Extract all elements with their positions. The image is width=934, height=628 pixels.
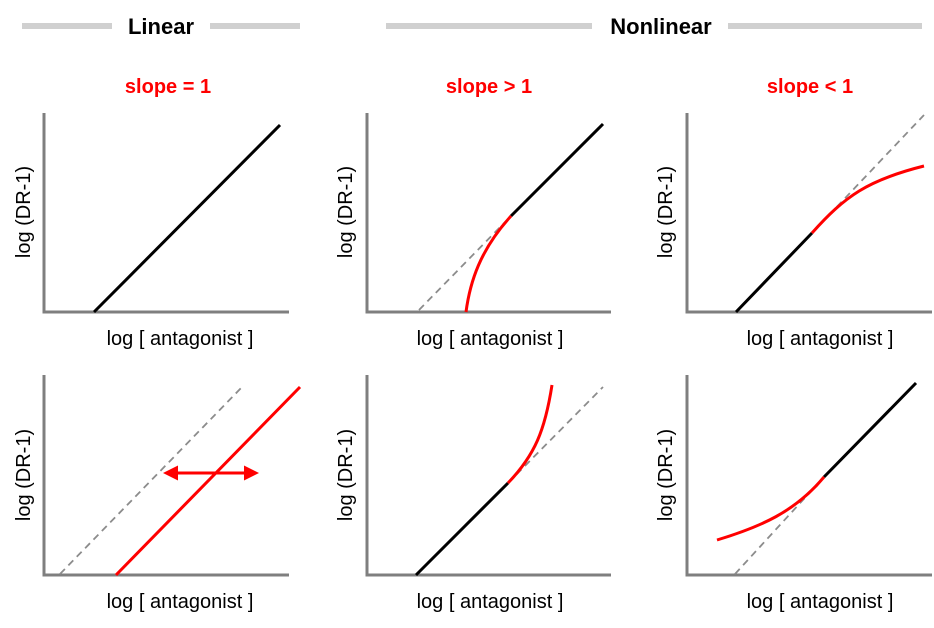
- y-axis-label: log (DR-1): [335, 166, 357, 258]
- linear-header: Linear: [22, 14, 300, 39]
- panel-axes: [685, 113, 932, 314]
- panel-less-bottom: log [ antagonist ] log (DR-1): [655, 375, 932, 613]
- deviating-curve: [506, 384, 554, 485]
- y-axis-label: log (DR-1): [655, 429, 677, 521]
- slope-label-greater: slope > 1: [446, 76, 532, 98]
- panel-greater-bottom: log [ antagonist ] log (DR-1): [335, 375, 611, 613]
- panel-linear-bottom: log [ antagonist ] log (DR-1): [13, 375, 302, 613]
- schild-line: [822, 381, 918, 479]
- deviating-curve: [464, 214, 513, 313]
- x-axis-label: log [ antagonist ]: [747, 591, 894, 613]
- deviating-curve: [716, 476, 826, 542]
- panel-axes: [42, 113, 289, 314]
- panel-axes: [365, 113, 611, 314]
- panel-linear-top: log [ antagonist ] log (DR-1): [13, 113, 289, 350]
- schild-line: [92, 123, 282, 314]
- reference-line: [418, 215, 512, 311]
- slope-label-less: slope < 1: [767, 76, 853, 98]
- y-axis-label: log (DR-1): [335, 429, 357, 521]
- y-axis-label: log (DR-1): [13, 166, 35, 258]
- schild-line: [734, 231, 814, 314]
- nonlinear-header: Nonlinear: [386, 14, 922, 39]
- y-axis-label: log (DR-1): [13, 429, 35, 521]
- reference-line: [59, 384, 245, 575]
- deviating-curve: [810, 164, 925, 234]
- schild-line: [509, 122, 605, 218]
- panel-greater-top: log [ antagonist ] log (DR-1): [335, 113, 611, 350]
- y-axis-label: log (DR-1): [655, 166, 677, 258]
- x-axis-label: log [ antagonist ]: [107, 591, 254, 613]
- panel-axes: [42, 375, 289, 577]
- linear-header-title: Linear: [128, 14, 194, 39]
- x-axis-label: log [ antagonist ]: [107, 328, 254, 350]
- x-axis-label: log [ antagonist ]: [417, 591, 564, 613]
- nonlinear-header-title: Nonlinear: [610, 14, 712, 39]
- panel-axes: [685, 375, 932, 577]
- x-axis-label: log [ antagonist ]: [417, 328, 564, 350]
- slope-label-equal: slope = 1: [125, 76, 211, 98]
- schild-line: [414, 481, 510, 577]
- reference-line: [507, 386, 604, 484]
- shifted-schild-line: [114, 385, 302, 577]
- panel-axes: [365, 375, 611, 577]
- panel-less-top: log [ antagonist ] log (DR-1): [655, 113, 932, 350]
- x-axis-label: log [ antagonist ]: [747, 328, 894, 350]
